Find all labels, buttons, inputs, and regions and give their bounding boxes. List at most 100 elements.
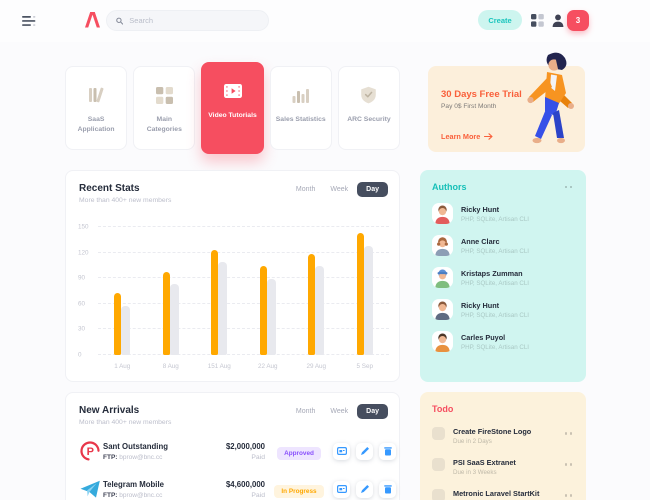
- sidebar-toggle-icon[interactable]: [22, 14, 36, 32]
- grid-icon: [531, 14, 544, 27]
- trash-icon: [383, 485, 392, 494]
- y-tick-label: 30: [78, 325, 86, 333]
- category-card-saas-application[interactable]: SaaS Application: [65, 66, 128, 150]
- delete-button[interactable]: [379, 480, 396, 498]
- toggle-day[interactable]: Day: [357, 182, 388, 197]
- todo-header: Todo: [432, 404, 574, 414]
- gridline: [98, 277, 389, 279]
- arrival-amount-note: Paid: [251, 453, 265, 461]
- ftp-label: FTP:: [103, 453, 118, 461]
- arrival-row: P Sant Outstanding FTP: bprow@bnc.cc $2,…: [79, 435, 396, 467]
- bar-previous: [315, 266, 325, 355]
- author-row[interactable]: Ricky Hunt PHP, SQLite, Artisan CLI: [432, 299, 574, 320]
- x-tick-label: 5 Sep: [356, 363, 373, 370]
- todo-menu-dots-icon[interactable]: [563, 461, 575, 468]
- toggle-day[interactable]: Day: [357, 404, 388, 419]
- todo-item: PSI SaaS Extranet Due in 3 Weeks: [432, 458, 574, 476]
- apps-grid-button[interactable]: [531, 14, 544, 30]
- todo-checkbox[interactable]: [432, 458, 445, 471]
- gridline: [98, 328, 389, 330]
- todo-due: Due in 3 Weeks: [453, 469, 497, 476]
- author-row[interactable]: Anne Clarc PHP, SQLite, Artisan CLI: [432, 235, 574, 256]
- members-bar-chart: 0 30 60 90 120 150 1 Aug 8 Aug 151 Aug 22 Aug 29 …: [78, 224, 390, 370]
- delete-button[interactable]: [379, 442, 396, 460]
- arrival-actions: [333, 442, 396, 460]
- author-name: Ricky Hunt: [461, 204, 500, 214]
- chart-y-axis: 0 30 60 90 120 150: [78, 224, 98, 359]
- ftp-value: bprow@bnc.cc: [119, 491, 163, 499]
- category-label: ARC Security: [347, 116, 391, 123]
- create-button[interactable]: Create: [478, 10, 522, 30]
- recent-stats-range-toggle: Month Week Day: [290, 182, 388, 197]
- bar-current: [211, 250, 219, 355]
- books-icon: [87, 83, 105, 107]
- new-arrivals-subtitle: More than 400+ new members: [79, 419, 172, 426]
- avatar: [432, 267, 453, 288]
- app-logo[interactable]: [84, 11, 104, 33]
- search-input[interactable]: [129, 16, 259, 25]
- recent-stats-card: Recent Stats More than 400+ new members …: [65, 170, 400, 382]
- user-profile-button[interactable]: [552, 14, 564, 30]
- bar-current: [259, 266, 267, 355]
- top-header: Create 3: [0, 0, 650, 42]
- search-icon: [116, 17, 124, 25]
- bar-group: 29 Aug: [292, 227, 341, 370]
- author-roles: PHP, SQLite, Artisan CLI: [461, 215, 529, 223]
- gridline: [98, 302, 389, 304]
- bar-group: 151 Aug: [195, 227, 244, 370]
- x-tick-label: 151 Aug: [207, 363, 231, 370]
- details-button[interactable]: [333, 480, 350, 498]
- ftp-value: bprow@bnc.cc: [119, 453, 163, 461]
- todo-checkbox[interactable]: [432, 489, 445, 500]
- gridline: [98, 354, 389, 355]
- details-button[interactable]: [333, 442, 350, 460]
- todo-title: Todo: [432, 404, 454, 414]
- edit-button[interactable]: [356, 442, 373, 460]
- author-row[interactable]: Kristaps Zumman PHP, SQLite, Artisan CLI: [432, 267, 574, 288]
- edit-button[interactable]: [356, 480, 373, 498]
- author-name: Carles Puyol: [461, 332, 506, 342]
- author-row[interactable]: Ricky Hunt PHP, SQLite, Artisan CLI: [432, 203, 574, 224]
- notification-badge[interactable]: 3: [567, 10, 589, 31]
- hamburger-icon: [22, 16, 36, 26]
- todo-menu-dots-icon[interactable]: [563, 492, 575, 499]
- bar-group: 22 Aug: [244, 227, 293, 370]
- author-roles: PHP, SQLite, Artisan CLI: [461, 247, 529, 255]
- learn-more-link[interactable]: Learn More: [441, 132, 493, 141]
- bar-group: 5 Sep: [341, 227, 390, 370]
- category-card-video-tutorials[interactable]: Video Tutorials: [201, 62, 264, 154]
- x-tick-label: 1 Aug: [114, 363, 131, 370]
- bar-current: [162, 272, 170, 355]
- trial-subtitle: Pay 0$ First Month: [441, 103, 497, 110]
- author-roles: PHP, SQLite, Artisan CLI: [461, 343, 529, 351]
- card-icon: [336, 485, 347, 493]
- authors-menu-dots-icon[interactable]: [563, 184, 575, 191]
- todo-item: Metronic Laravel StartKit Due in 5 Hours: [432, 489, 574, 500]
- arrow-right-icon: [484, 133, 493, 140]
- arrival-name: Telegram Mobile: [103, 479, 164, 489]
- learn-more-label: Learn More: [441, 132, 481, 141]
- category-card-arc-security[interactable]: ARC Security: [337, 66, 401, 150]
- new-arrivals-card: New Arrivals More than 400+ new members …: [65, 392, 400, 500]
- category-label: SaaS Application: [77, 116, 115, 133]
- category-card-main-categories[interactable]: Main Categories: [133, 66, 196, 150]
- todo-checkbox[interactable]: [432, 427, 445, 440]
- bar-group: 1 Aug: [98, 227, 147, 370]
- user-icon: [552, 14, 564, 27]
- category-card-sales-statistics[interactable]: Sales Statistics: [269, 66, 332, 150]
- recent-stats-title: Recent Stats: [79, 183, 140, 194]
- toggle-month[interactable]: Month: [290, 182, 321, 197]
- authors-title: Authors: [432, 182, 467, 192]
- todo-name: Create FireStone Logo: [453, 427, 532, 436]
- x-tick-label: 22 Aug: [257, 363, 278, 370]
- author-row[interactable]: Carles Puyol PHP, SQLite, Artisan CLI: [432, 331, 574, 352]
- toggle-month[interactable]: Month: [290, 404, 321, 419]
- bar-previous: [169, 284, 179, 355]
- category-label: Video Tutorials: [208, 112, 257, 119]
- todo-menu-dots-icon[interactable]: [563, 430, 575, 437]
- arrival-name: Sant Outstanding: [103, 441, 168, 451]
- author-roles: PHP, SQLite, Artisan CLI: [461, 279, 529, 287]
- bar-current: [114, 292, 122, 355]
- toggle-week[interactable]: Week: [324, 404, 354, 419]
- toggle-week[interactable]: Week: [324, 182, 354, 197]
